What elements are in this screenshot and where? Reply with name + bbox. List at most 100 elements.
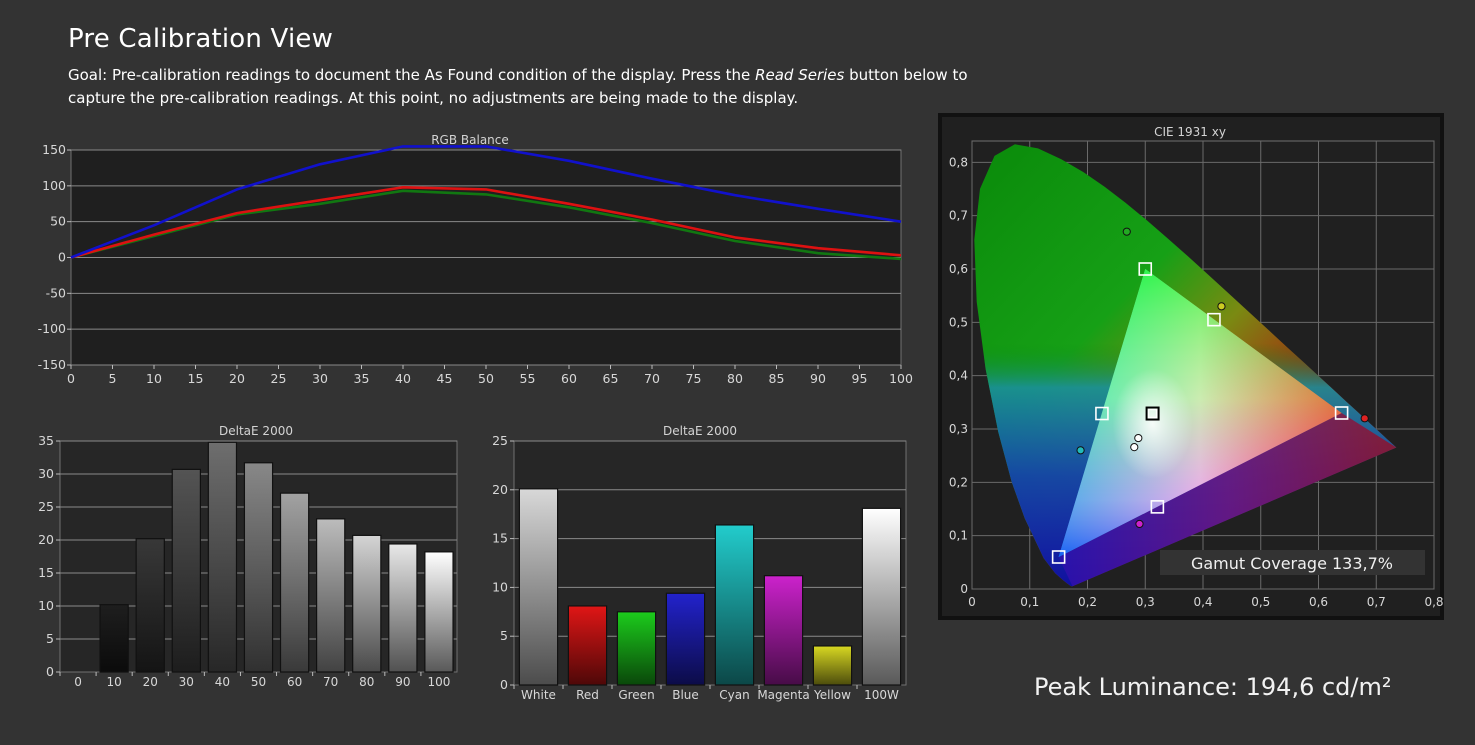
cie-target-marker	[1138, 262, 1153, 276]
deltae-grayscale-bar	[424, 551, 454, 673]
deltae-colors-y-tick-label: 25	[492, 433, 508, 448]
cie-y-tick-label: 0,2	[949, 475, 968, 489]
deltae-grayscale-x-ticks: 0 10 20 30 40 50 60 70 80 90 100	[59, 672, 450, 689]
rgb-x-tick-label: 55	[520, 371, 536, 386]
cie-target-marker	[1207, 312, 1221, 327]
read-series-reference: Read Series	[755, 66, 845, 84]
cie-x-tick-label: 0,2	[1078, 595, 1097, 609]
deltae-colors-y-tick-label: 20	[492, 482, 508, 497]
deltae-grayscale-x-tick-label: 90	[395, 675, 410, 689]
cie-measured-points	[1076, 227, 1369, 529]
cie-target-marker	[1095, 406, 1109, 421]
rgb-x-tick-label: 75	[686, 371, 702, 386]
cie-x-tick-label: 0,4	[1193, 595, 1212, 609]
rgb-x-tick-label: 95	[852, 371, 868, 386]
deltae-colors-x-ticks: White Red Green Blue Cyan Magenta Yellow 100W	[513, 685, 899, 702]
deltae-colors-bar	[567, 605, 608, 686]
cie-y-tick-label: 0,3	[949, 422, 968, 436]
deltae-grayscale-x-tick-label: 0	[74, 675, 82, 689]
cie-measured-point	[1360, 414, 1369, 423]
cie-target-marker	[1051, 550, 1066, 564]
deltae-grayscale-y-ticks: 35 30 25 20 15 10 5 0	[38, 433, 60, 679]
rgb-y-tick-label: 0	[58, 250, 66, 265]
cie-y-tick-label: 0,5	[949, 315, 968, 329]
rgb-x-tick-label: 35	[354, 371, 370, 386]
deltae-grayscale-bar	[243, 462, 274, 673]
deltae-colors-y-tick-label: 15	[492, 531, 508, 546]
rgb-x-tick-label: 65	[603, 371, 619, 386]
cie-y-tick-label: 0,8	[949, 155, 968, 169]
cie-measured-point	[1135, 519, 1144, 529]
deltae-colors-bar	[616, 611, 657, 686]
rgb-y-tick-label: -50	[46, 285, 66, 300]
cie-y-tick-label: 0,7	[949, 209, 968, 223]
rgb-x-tick-label: 85	[769, 371, 785, 386]
rgb-series-line	[70, 145, 902, 259]
deltae-grayscale-x-tick-label: 80	[359, 675, 374, 689]
cie-x-tick-label: 0,5	[1251, 595, 1270, 609]
cie-measured-point	[1076, 446, 1085, 455]
cie-measured-point	[1217, 302, 1226, 311]
deltae-colors-y-ticks: 25 20 15 10 5 0	[492, 433, 514, 692]
rgb-series-line	[70, 186, 902, 259]
deltae-grayscale-bar	[279, 492, 310, 673]
deltae-colors-x-tick-label: Yellow	[813, 688, 851, 702]
rgb-x-tick-label: 70	[644, 371, 660, 386]
rgb-x-tick-label: 25	[271, 371, 287, 386]
deltae-grayscale-y-tick-label: 30	[38, 466, 54, 481]
deltae-grayscale-y-tick-label: 15	[38, 565, 54, 580]
cie-white-point-glow	[1112, 368, 1193, 479]
deltae-grayscale-x-tick-label: 40	[215, 675, 230, 689]
deltae-grayscale-title: DeltaE 2000	[219, 424, 293, 438]
cie-target-markers	[1051, 262, 1349, 564]
deltae-grayscale-x-tick-label: 70	[323, 675, 338, 689]
cie-white-target-marker	[1147, 408, 1158, 419]
deltae-colors-bar	[518, 488, 559, 686]
rgb-y-tick-label: 100	[42, 178, 66, 193]
deltae-grayscale-y-tick-label: 20	[38, 532, 54, 547]
cie-x-tick-label: 0	[968, 595, 976, 609]
deltae-colors-x-tick-label: 100W	[864, 688, 899, 702]
deltae-colors-y-tick-label: 0	[500, 677, 508, 692]
deltae-grayscale-bars	[99, 441, 454, 673]
deltae-grayscale-x-tick-label: 50	[251, 675, 266, 689]
rgb-x-tick-label: 0	[67, 371, 75, 386]
rgb-x-tick-label: 15	[188, 371, 204, 386]
deltae-colors-x-tick-label: Green	[618, 688, 654, 702]
cie-x-tick-label: 0,8	[1424, 595, 1443, 609]
deltae-colors-x-tick-label: Blue	[672, 688, 699, 702]
deltae-grayscale-x-tick-label: 20	[143, 675, 158, 689]
rgb-x-tick-label: 90	[810, 371, 826, 386]
goal-text-suffix: button below to capture the pre-calibrat…	[68, 66, 968, 107]
gamut-coverage-label: Gamut Coverage 133,7%	[1191, 554, 1393, 573]
cie-y-tick-label: 0,6	[949, 262, 968, 276]
goal-text: Goal: Pre-calibration readings to docume…	[68, 64, 988, 110]
deltae-grayscale-bar	[388, 543, 418, 673]
rgb-x-tick-label: 60	[561, 371, 577, 386]
rgb-y-tick-label: 50	[50, 214, 66, 229]
rgb-x-tick-label: 20	[229, 371, 245, 386]
rgb-x-tick-label: 10	[146, 371, 162, 386]
deltae-grayscale-bar	[99, 604, 129, 673]
cie-y-tick-label: 0	[960, 582, 968, 596]
cie-y-tick-label: 0,4	[949, 369, 968, 383]
rgb-y-tick-label: 150	[42, 142, 66, 157]
deltae-colors-bar	[763, 575, 804, 686]
deltae-colors-title: DeltaE 2000	[663, 424, 737, 438]
gamut-coverage-box	[1160, 550, 1425, 575]
deltae-colors-bar	[714, 524, 755, 686]
deltae-grayscale-y-tick-label: 10	[38, 598, 54, 613]
deltae-grayscale-y-tick-label: 25	[38, 499, 54, 514]
rgb-x-ticks: 0 5 10 15 20 25 30 35 40 45 50 55 60 65 70 75 80 85 90 95 10…	[67, 365, 913, 386]
deltae-grayscale-bar	[207, 441, 238, 673]
rgb-balance-title: RGB Balance	[431, 133, 509, 147]
deltae-grayscale-bar	[171, 468, 201, 673]
deltae-colors-x-tick-label: White	[521, 688, 556, 702]
deltae-grayscale-y-tick-label: 0	[46, 664, 54, 679]
rgb-x-tick-label: 100	[889, 371, 913, 386]
cie-x-tick-label: 0,1	[1020, 595, 1039, 609]
deltae-grayscale-x-tick-label: 30	[179, 675, 194, 689]
